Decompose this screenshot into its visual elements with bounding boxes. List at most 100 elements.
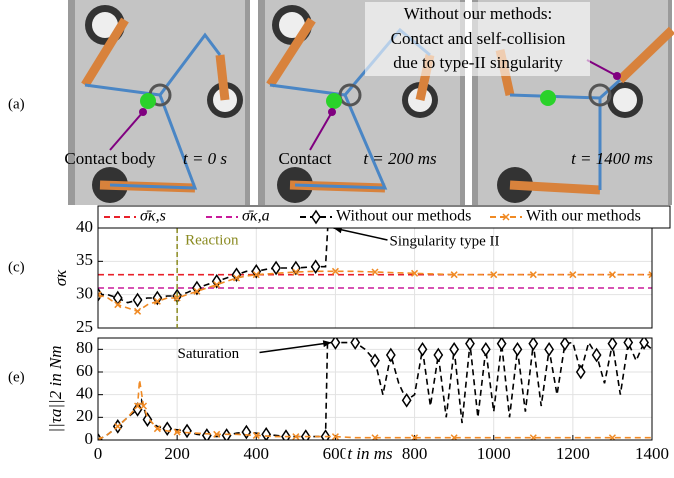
photo-caption: Contact and self-collision — [391, 29, 566, 48]
marker — [231, 267, 242, 283]
photo-time: t = 0 s — [183, 149, 227, 168]
marker — [153, 297, 161, 305]
y-tick-label: 40 — [76, 384, 93, 403]
annotation: Reaction — [185, 232, 239, 248]
photo-caption: Without our methods: — [404, 4, 553, 23]
marker — [544, 341, 555, 357]
marker — [134, 402, 142, 410]
photo-time: t = 200 ms — [363, 149, 437, 168]
marker — [251, 263, 262, 279]
marker — [371, 268, 379, 276]
marker — [490, 271, 498, 279]
photo-time: t = 1400 ms — [571, 149, 653, 168]
panel-label: (a) — [8, 96, 25, 112]
y-axis-label: ||τa||2 in Nm — [46, 345, 65, 432]
y-tick-label: 25 — [76, 317, 93, 336]
annotation-arrow — [333, 227, 388, 241]
marker — [465, 338, 475, 352]
plot-series — [98, 338, 652, 440]
marker — [330, 338, 341, 350]
photo-1 — [68, 0, 250, 205]
marker — [350, 338, 361, 350]
marker — [252, 431, 260, 439]
marker — [417, 341, 428, 357]
marker — [192, 280, 202, 296]
legend-marker — [502, 213, 510, 221]
marker — [211, 273, 222, 289]
x-tick-label: 1000 — [477, 444, 511, 463]
marker — [331, 267, 339, 275]
marker — [591, 347, 602, 363]
x-tick-label: 800 — [402, 444, 428, 463]
marker — [162, 421, 173, 437]
marker — [241, 424, 252, 440]
x-tick-label: 400 — [244, 444, 270, 463]
marker — [607, 338, 618, 352]
plot-series — [98, 228, 652, 315]
legend-label: σ̄κ,a — [242, 208, 270, 225]
x-tick-label: 0 — [94, 444, 103, 463]
x-tick-label: 600 — [323, 444, 349, 463]
marker — [142, 412, 153, 427]
marker — [449, 341, 460, 357]
marker — [569, 271, 577, 279]
marker — [411, 269, 419, 277]
y-axis-label: σκ — [51, 269, 70, 286]
marker — [648, 271, 652, 279]
marker — [480, 341, 491, 357]
marker — [300, 429, 311, 440]
marker — [152, 290, 163, 306]
marker — [98, 436, 102, 440]
y-tick-label: 40 — [76, 217, 93, 236]
marker — [114, 301, 122, 309]
marker — [529, 271, 537, 279]
series-line — [98, 379, 652, 440]
marker — [433, 347, 444, 363]
photo-3 — [365, 0, 674, 205]
marker — [370, 353, 380, 369]
marker — [114, 422, 122, 430]
marker — [153, 425, 161, 433]
y-tick-label: 35 — [76, 250, 93, 269]
y-tick-label: 0 — [85, 429, 94, 448]
marker — [310, 259, 321, 275]
marker — [292, 268, 300, 276]
marker — [271, 260, 281, 276]
x-tick-label: 1400 — [635, 444, 669, 463]
marker — [213, 430, 221, 438]
marker — [281, 429, 291, 440]
marker — [213, 281, 221, 289]
marker — [292, 433, 300, 440]
legend-label: With our methods — [526, 208, 641, 225]
legend — [97, 205, 671, 229]
plot-area — [98, 228, 652, 328]
photo-caption: due to type-II singularity — [393, 53, 563, 72]
marker — [182, 423, 192, 439]
photo-caption: Contact — [279, 149, 332, 168]
marker — [639, 338, 649, 350]
y-tick-label: 80 — [76, 338, 93, 357]
marker — [528, 338, 539, 352]
photo-2 — [258, 0, 465, 205]
marker — [134, 307, 142, 315]
annotation: Saturation — [178, 346, 240, 362]
marker — [132, 402, 143, 417]
marker — [193, 287, 201, 295]
marker — [320, 429, 331, 440]
photo-caption: Contact body — [64, 149, 156, 168]
marker — [173, 428, 181, 436]
marker — [252, 271, 260, 279]
marker — [512, 341, 523, 357]
legend-marker — [311, 209, 321, 225]
arrow-head — [322, 340, 332, 348]
annotation-arrow — [259, 341, 332, 354]
marker — [575, 364, 586, 380]
marker — [232, 274, 241, 282]
marker — [560, 338, 570, 352]
marker — [139, 402, 148, 410]
annotation: Singularity type II — [389, 233, 499, 249]
marker — [608, 271, 616, 279]
marker — [401, 392, 412, 408]
legend-label: σ̄κ,s — [140, 208, 166, 225]
